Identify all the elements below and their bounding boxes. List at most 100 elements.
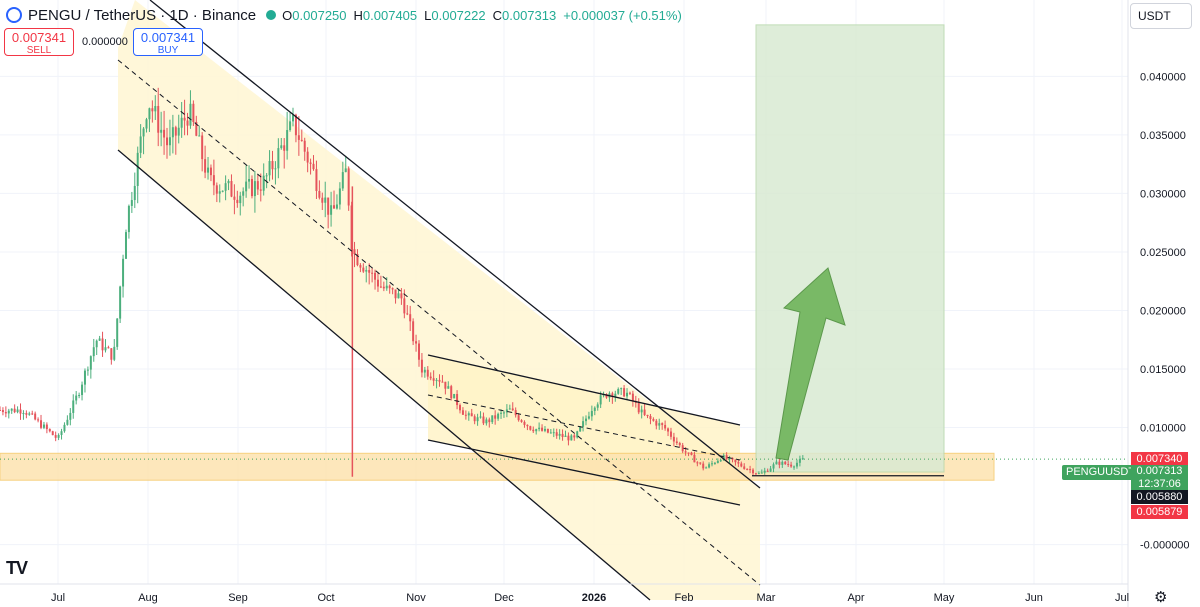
candle-body	[116, 318, 119, 347]
candle-body	[81, 384, 84, 396]
y-tick-label: 0.025000	[1140, 247, 1186, 259]
candle-body	[585, 418, 587, 422]
candle-body	[757, 473, 760, 475]
candle-body	[78, 395, 81, 397]
candle-body	[784, 461, 787, 465]
buy-label: BUY	[157, 45, 179, 56]
candle-body	[772, 464, 775, 469]
buy-button[interactable]: 0.007341 BUY	[133, 28, 203, 56]
sell-button[interactable]: 0.007341 SELL	[4, 28, 74, 56]
target-zone	[755, 24, 945, 473]
candle-body	[72, 400, 75, 413]
candle-body	[497, 413, 500, 419]
candle-body	[22, 413, 25, 415]
candle-body	[297, 135, 300, 140]
candle-body	[341, 172, 344, 189]
candle-body	[491, 415, 494, 423]
candle-body	[204, 159, 207, 173]
candles	[0, 87, 804, 476]
candle-body	[180, 117, 183, 128]
symbol-title[interactable]: PENGU / TetherUS · 1D · Binance	[28, 6, 257, 24]
candle-body	[669, 431, 672, 437]
candle-body	[532, 429, 535, 432]
candle-body	[570, 435, 573, 441]
candle-body	[309, 162, 312, 164]
candle-body	[461, 410, 464, 415]
candle-body	[731, 457, 734, 460]
candle-body	[16, 409, 19, 413]
candle-body	[89, 356, 92, 370]
candle-body	[107, 347, 110, 349]
candle-body	[28, 413, 31, 415]
pengu-logo-icon	[6, 7, 22, 23]
change-value: +0.000037 (+0.51%)	[563, 7, 682, 23]
candle-body	[582, 421, 585, 427]
candle-body	[215, 185, 218, 194]
candle-body	[394, 289, 397, 299]
candle-body	[511, 408, 514, 411]
candle-body	[201, 135, 204, 160]
candle-body	[280, 145, 283, 149]
candle-body	[274, 168, 277, 170]
candle-body	[667, 428, 670, 432]
candle-body	[649, 416, 652, 420]
x-tick-label: Apr	[847, 592, 864, 604]
y-tick-label: 0.040000	[1140, 71, 1186, 83]
candle-body	[626, 392, 629, 397]
candle-body	[25, 413, 28, 415]
candle-body	[151, 108, 154, 112]
candle-body	[444, 381, 447, 389]
candle-body	[696, 462, 699, 464]
candle-body	[127, 205, 130, 233]
candle-body	[353, 249, 356, 254]
candle-body	[259, 189, 262, 191]
currency-selector[interactable]: USDT	[1130, 3, 1192, 29]
candle-body	[92, 347, 95, 357]
candle-body	[658, 423, 661, 426]
candle-body	[576, 431, 579, 438]
candle-body	[573, 435, 576, 438]
candle-body	[734, 459, 737, 463]
candle-body	[362, 267, 365, 272]
candle-body	[245, 181, 248, 192]
candle-body	[710, 463, 713, 465]
candle-body	[646, 414, 649, 417]
candle-body	[432, 378, 435, 381]
candle-body	[716, 460, 719, 463]
candle-body	[535, 429, 538, 432]
candle-body	[549, 432, 552, 434]
candle-body	[749, 469, 752, 471]
candle-body	[60, 431, 63, 435]
candle-body	[564, 435, 567, 437]
candle-body	[186, 120, 189, 126]
candle-body	[365, 270, 368, 272]
candle-body	[517, 415, 520, 421]
x-tick-label: Mar	[757, 592, 776, 604]
candle-body	[403, 298, 406, 314]
candle-body	[508, 408, 511, 410]
candle-body	[289, 121, 292, 131]
candle-body	[713, 462, 716, 464]
candle-body	[470, 413, 473, 417]
candle-body	[4, 412, 7, 414]
candle-body	[130, 200, 133, 206]
candle-body	[344, 168, 347, 173]
channel-mid-line	[117, 59, 761, 586]
candle-body	[593, 407, 596, 411]
gear-icon[interactable]: ⚙	[1154, 589, 1168, 606]
candle-body	[312, 163, 315, 170]
candle-body	[218, 191, 221, 194]
candle-body	[212, 175, 215, 186]
x-tick-label: 2026	[582, 592, 606, 604]
candle-body	[335, 204, 338, 209]
x-tick-label: Dec	[494, 592, 514, 604]
candle-body	[83, 370, 86, 385]
candle-body	[693, 454, 696, 463]
candle-body	[655, 420, 658, 426]
candle-body	[459, 405, 462, 411]
candle-body	[766, 470, 769, 472]
candle-body	[640, 409, 643, 413]
candle-body	[529, 426, 532, 430]
candle-body	[740, 463, 743, 467]
